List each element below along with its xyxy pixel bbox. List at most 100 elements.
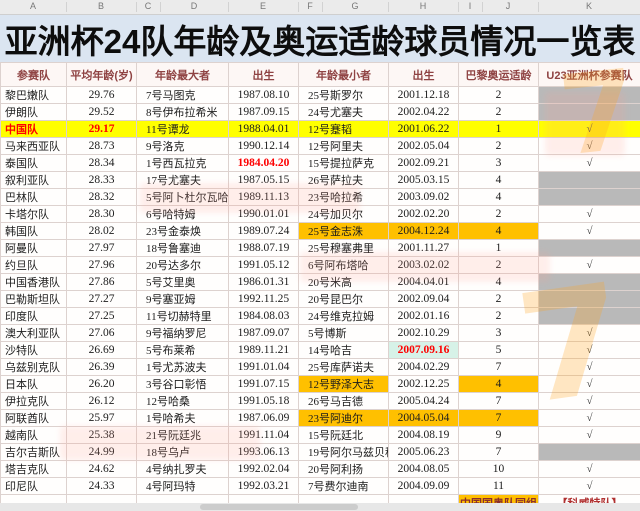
oldest-cell[interactable]: 4号阿玛特 bbox=[136, 477, 229, 495]
header-youngest-player[interactable]: 年龄最小者 bbox=[298, 62, 389, 87]
oldest-cell[interactable]: 11号谭龙 bbox=[136, 120, 229, 138]
youngest-cell[interactable]: 25号库萨诺夫 bbox=[298, 358, 389, 376]
team-cell[interactable]: 沙特队 bbox=[0, 341, 67, 359]
obirth-cell[interactable]: 1984.08.03 bbox=[228, 307, 299, 325]
paris-cell[interactable]: 11 bbox=[458, 477, 539, 495]
ybirth-cell[interactable]: 2002.05.04 bbox=[388, 137, 459, 155]
team-cell[interactable]: 卡塔尔队 bbox=[0, 205, 67, 223]
oldest-cell[interactable]: 17号尤塞夫 bbox=[136, 171, 229, 189]
paris-cell[interactable]: 2 bbox=[458, 205, 539, 223]
avg-cell[interactable]: 25.97 bbox=[66, 409, 137, 427]
team-cell[interactable]: 巴林队 bbox=[0, 188, 67, 206]
oldest-cell[interactable]: 7号马图克 bbox=[136, 86, 229, 104]
team-cell[interactable]: 黎巴嫩队 bbox=[0, 86, 67, 104]
paris-cell[interactable]: 1 bbox=[458, 120, 539, 138]
oldest-cell[interactable]: 11号切赫特里 bbox=[136, 307, 229, 325]
team-cell[interactable]: 乌兹别克队 bbox=[0, 358, 67, 376]
obirth-cell[interactable]: 1987.08.10 bbox=[228, 86, 299, 104]
obirth-cell[interactable]: 1987.06.09 bbox=[228, 409, 299, 427]
scrollbar-thumb[interactable] bbox=[200, 504, 358, 510]
obirth-cell[interactable]: 1992.02.04 bbox=[228, 460, 299, 478]
ybirth-cell[interactable]: 2002.10.29 bbox=[388, 324, 459, 342]
oldest-cell[interactable]: 9号塞亚姆 bbox=[136, 290, 229, 308]
youngest-cell[interactable]: 19号阿尔马兹贝科夫 bbox=[298, 443, 389, 461]
team-cell[interactable]: 韩国队 bbox=[0, 222, 67, 240]
avg-cell[interactable]: 24.62 bbox=[66, 460, 137, 478]
obirth-cell[interactable]: 1988.07.19 bbox=[228, 239, 299, 257]
ybirth-cell[interactable]: 2004.02.29 bbox=[388, 358, 459, 376]
u23-cell[interactable]: √ bbox=[538, 324, 640, 342]
team-cell[interactable]: 印尼队 bbox=[0, 477, 67, 495]
column-letter[interactable]: D bbox=[190, 1, 198, 11]
team-cell[interactable]: 阿曼队 bbox=[0, 239, 67, 257]
obirth-cell[interactable]: 1990.01.01 bbox=[228, 205, 299, 223]
paris-cell[interactable]: 10 bbox=[458, 460, 539, 478]
avg-cell[interactable]: 27.25 bbox=[66, 307, 137, 325]
avg-cell[interactable]: 27.96 bbox=[66, 256, 137, 274]
u23-cell[interactable] bbox=[538, 307, 640, 325]
obirth-cell[interactable]: 1992.11.25 bbox=[228, 290, 299, 308]
youngest-cell[interactable]: 12号蹇韬 bbox=[298, 120, 389, 138]
team-cell[interactable]: 巴勒斯坦队 bbox=[0, 290, 67, 308]
avg-cell[interactable]: 26.69 bbox=[66, 341, 137, 359]
paris-cell[interactable]: 4 bbox=[458, 188, 539, 206]
ybirth-cell[interactable]: 2004.05.04 bbox=[388, 409, 459, 427]
oldest-cell[interactable]: 23号金泰焕 bbox=[136, 222, 229, 240]
paris-cell[interactable]: 2 bbox=[458, 86, 539, 104]
header-oldest-birth[interactable]: 出生 bbox=[228, 62, 299, 87]
paris-cell[interactable]: 2 bbox=[458, 307, 539, 325]
u23-cell[interactable]: √ bbox=[538, 392, 640, 410]
oldest-cell[interactable]: 5号艾里奥 bbox=[136, 273, 229, 291]
u23-cell[interactable]: √ bbox=[538, 205, 640, 223]
u23-cell[interactable]: √ bbox=[538, 120, 640, 138]
oldest-cell[interactable]: 8号伊布拉希米 bbox=[136, 103, 229, 121]
avg-cell[interactable]: 26.39 bbox=[66, 358, 137, 376]
avg-cell[interactable]: 29.76 bbox=[66, 86, 137, 104]
ybirth-cell[interactable]: 2005.06.23 bbox=[388, 443, 459, 461]
paris-cell[interactable]: 7 bbox=[458, 409, 539, 427]
avg-cell[interactable]: 27.97 bbox=[66, 239, 137, 257]
oldest-cell[interactable]: 9号福纳罗尼 bbox=[136, 324, 229, 342]
team-cell[interactable]: 中国队 bbox=[0, 120, 67, 138]
avg-cell[interactable]: 28.30 bbox=[66, 205, 137, 223]
column-letter[interactable]: I bbox=[468, 1, 472, 11]
avg-cell[interactable]: 28.02 bbox=[66, 222, 137, 240]
column-letter[interactable]: F bbox=[307, 1, 313, 11]
paris-cell[interactable]: 4 bbox=[458, 171, 539, 189]
team-cell[interactable]: 阿联酋队 bbox=[0, 409, 67, 427]
paris-cell[interactable]: 2 bbox=[458, 103, 539, 121]
ybirth-cell[interactable]: 2004.08.19 bbox=[388, 426, 459, 444]
u23-cell[interactable]: √ bbox=[538, 222, 640, 240]
ybirth-cell[interactable]: 2004.08.05 bbox=[388, 460, 459, 478]
u23-cell[interactable] bbox=[538, 239, 640, 257]
avg-cell[interactable]: 27.86 bbox=[66, 273, 137, 291]
obirth-cell[interactable]: 1989.11.13 bbox=[228, 188, 299, 206]
obirth-cell[interactable]: 1989.11.21 bbox=[228, 341, 299, 359]
youngest-cell[interactable]: 23号阿迪尔 bbox=[298, 409, 389, 427]
avg-cell[interactable]: 29.52 bbox=[66, 103, 137, 121]
team-cell[interactable]: 中国香港队 bbox=[0, 273, 67, 291]
youngest-cell[interactable]: 20号阿利扬 bbox=[298, 460, 389, 478]
ybirth-cell[interactable]: 2002.01.16 bbox=[388, 307, 459, 325]
team-cell[interactable]: 塔吉克队 bbox=[0, 460, 67, 478]
youngest-cell[interactable]: 6号阿布塔哈 bbox=[298, 256, 389, 274]
ybirth-cell[interactable]: 2007.09.16 bbox=[388, 341, 459, 359]
obirth-cell[interactable]: 1984.04.20 bbox=[228, 154, 299, 172]
youngest-cell[interactable]: 20号昆巴尔 bbox=[298, 290, 389, 308]
title-cell[interactable]: 亚洲杯24队年龄及奥运适龄球员情况一览表 bbox=[0, 15, 640, 62]
oldest-cell[interactable]: 5号布莱希 bbox=[136, 341, 229, 359]
obirth-cell[interactable]: 1991.07.15 bbox=[228, 375, 299, 393]
ybirth-cell[interactable]: 2004.04.01 bbox=[388, 273, 459, 291]
youngest-cell[interactable]: 25号穆塞弗里 bbox=[298, 239, 389, 257]
obirth-cell[interactable]: 1987.05.15 bbox=[228, 171, 299, 189]
avg-cell[interactable]: 28.34 bbox=[66, 154, 137, 172]
ybirth-cell[interactable]: 2004.12.24 bbox=[388, 222, 459, 240]
team-cell[interactable]: 印度队 bbox=[0, 307, 67, 325]
avg-cell[interactable]: 25.38 bbox=[66, 426, 137, 444]
oldest-cell[interactable]: 12号哈桑 bbox=[136, 392, 229, 410]
paris-cell[interactable]: 2 bbox=[458, 290, 539, 308]
youngest-cell[interactable]: 24号维克拉姆 bbox=[298, 307, 389, 325]
u23-cell[interactable]: √ bbox=[538, 409, 640, 427]
oldest-cell[interactable]: 4号纳扎罗夫 bbox=[136, 460, 229, 478]
u23-cell[interactable] bbox=[538, 103, 640, 121]
